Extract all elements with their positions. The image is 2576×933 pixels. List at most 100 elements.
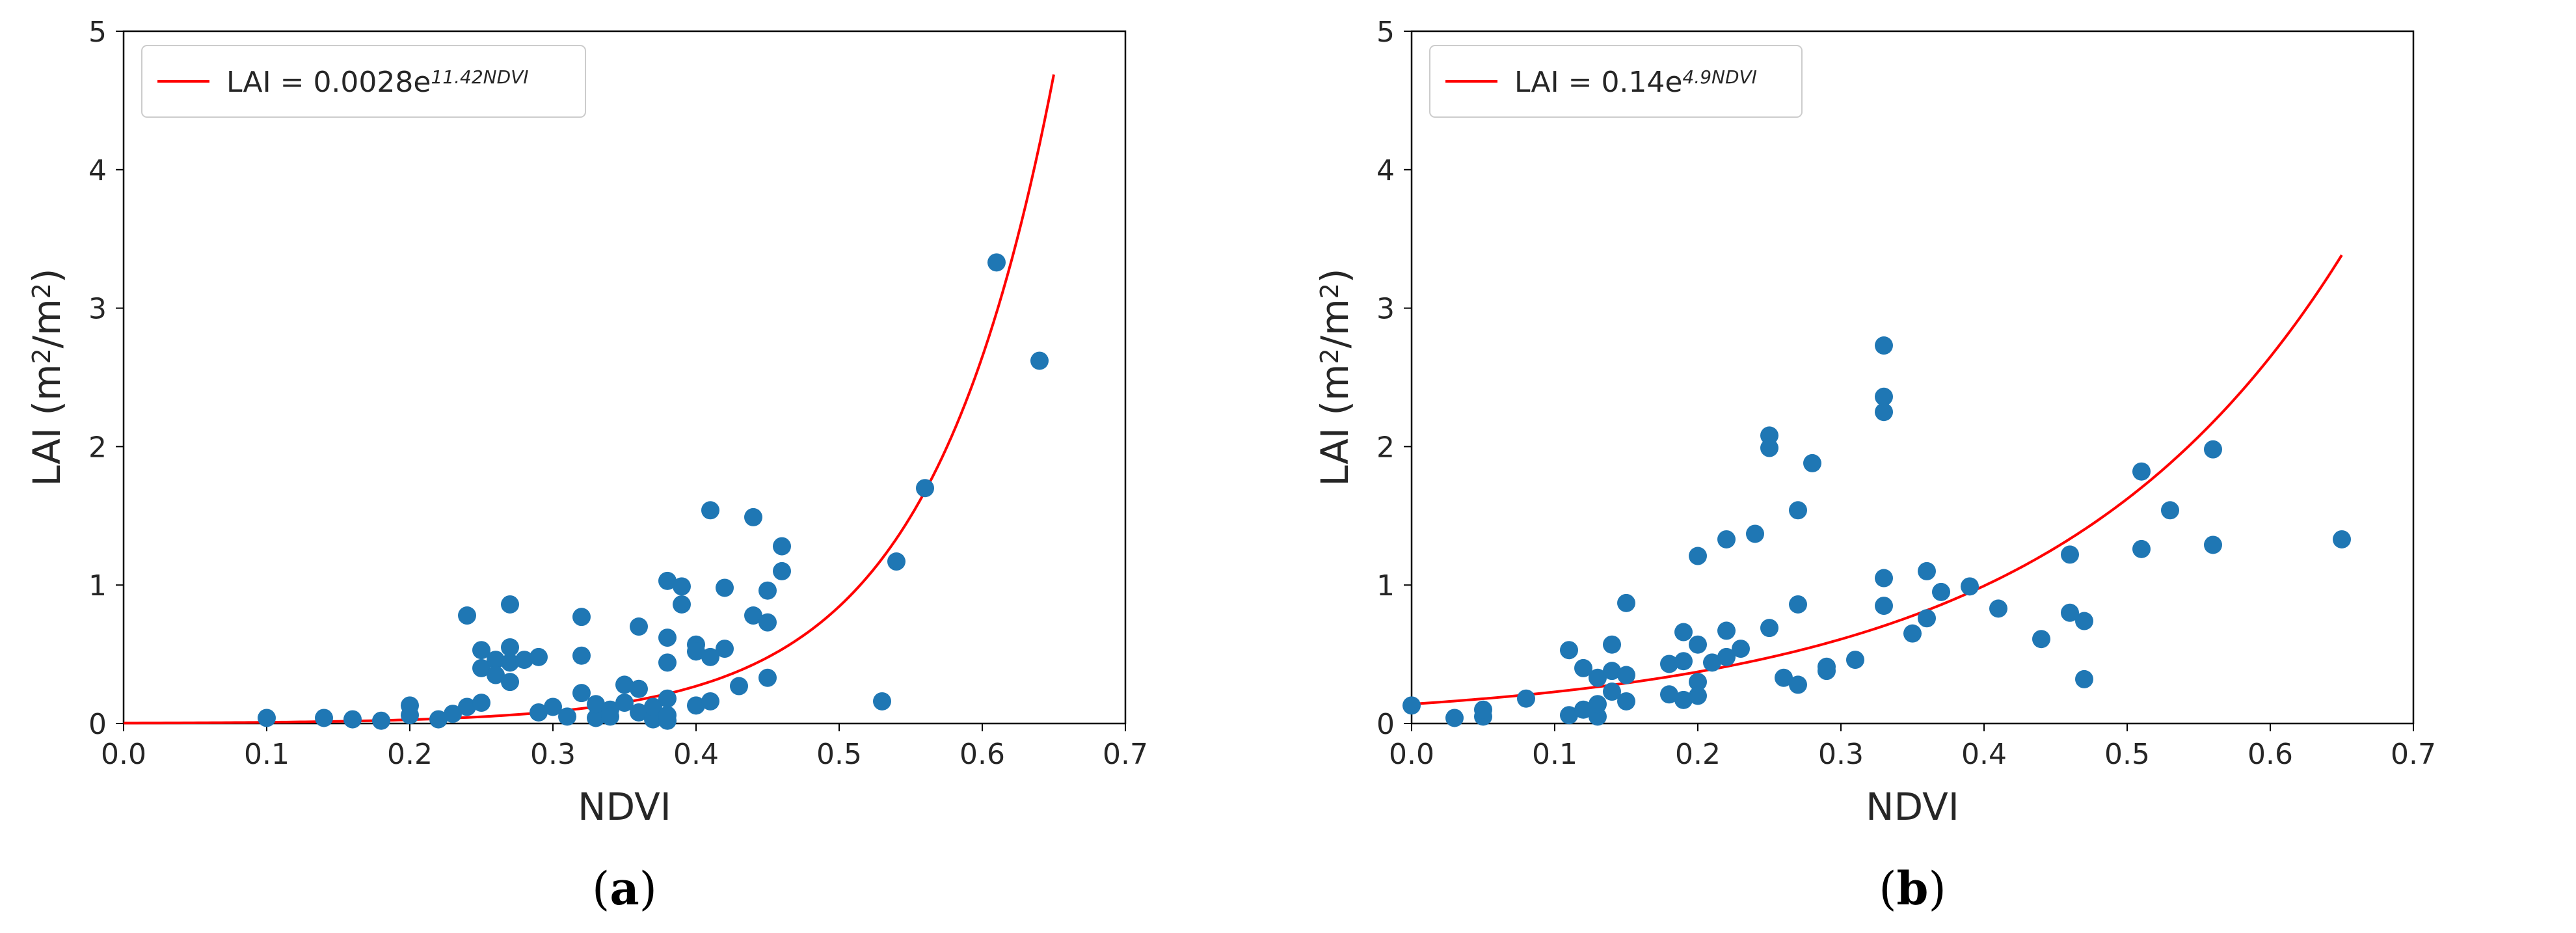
data-point xyxy=(1445,709,1464,727)
data-point xyxy=(773,537,791,556)
legend-equation: LAI = 0.0028e xyxy=(226,66,431,99)
x-tick-label: 0.1 xyxy=(244,738,289,771)
fit-curve xyxy=(1411,254,2343,706)
data-point xyxy=(1875,569,1893,588)
x-tick-label: 0.5 xyxy=(2104,738,2150,771)
x-tick-label: 0.4 xyxy=(673,738,719,771)
data-point xyxy=(1689,673,1707,692)
data-point xyxy=(429,710,448,729)
data-point xyxy=(1846,651,1864,669)
data-point xyxy=(1589,707,1607,726)
data-point xyxy=(1789,501,1807,520)
x-tick-label: 0.6 xyxy=(2247,738,2293,771)
data-point xyxy=(1760,439,1778,457)
data-point xyxy=(658,571,677,590)
y-tick-label: 5 xyxy=(1376,16,1395,49)
data-point xyxy=(530,703,548,722)
x-tick-label: 0.3 xyxy=(530,738,576,771)
fit-curve xyxy=(123,74,1055,725)
caption-paren: ( xyxy=(1879,862,1896,915)
data-point xyxy=(401,696,419,715)
data-point xyxy=(1674,690,1693,709)
x-tick-label: 0.7 xyxy=(1103,738,1148,771)
scatter-chart-a: 0.0 0.1 0.2 0.3 0.4 0.5 0.6 0.7 0 1 2 3 4 5 NDVI LAI (m… xyxy=(25,16,1148,915)
data-point xyxy=(1732,640,1750,658)
legend: LAI = 0.14e4.9NDVI xyxy=(1429,45,1803,118)
x-tick-label: 0.2 xyxy=(387,738,433,771)
data-point xyxy=(687,642,705,661)
data-point xyxy=(1660,685,1678,704)
data-point xyxy=(1789,675,1807,694)
y-tick-label: 3 xyxy=(1376,293,1395,326)
caption-paren: ) xyxy=(1928,862,1946,915)
data-point xyxy=(658,706,677,725)
y-tick-label: 4 xyxy=(88,154,107,187)
data-point xyxy=(1775,668,1793,687)
data-point xyxy=(2204,440,2222,459)
y-tick-label: 3 xyxy=(88,293,107,326)
data-point xyxy=(1875,336,1893,355)
y-axis-label-part: ) xyxy=(25,268,69,283)
x-axis-label: NDVI xyxy=(1866,785,1959,829)
data-point xyxy=(1961,577,1979,596)
data-point xyxy=(458,606,476,625)
data-point xyxy=(1760,619,1778,638)
data-point xyxy=(630,703,648,722)
y-axis-label-superscript: 2 xyxy=(27,348,56,364)
y-tick-label: 5 xyxy=(88,16,107,49)
y-axis-label-part: LAI (m xyxy=(1313,364,1357,487)
data-point xyxy=(2333,530,2351,548)
data-point xyxy=(1789,595,1807,614)
data-point xyxy=(1717,647,1736,666)
data-point xyxy=(1717,621,1736,640)
data-point xyxy=(501,673,519,692)
data-point xyxy=(2032,630,2050,649)
data-point xyxy=(1517,689,1535,708)
x-tick-label: 0.1 xyxy=(1532,738,1577,771)
y-tick-label: 0 xyxy=(88,708,107,741)
data-point xyxy=(501,638,519,656)
data-point xyxy=(730,677,748,696)
legend-exponent: 4.9NDVI xyxy=(1682,66,1756,88)
plot-frame xyxy=(122,30,1127,725)
data-point xyxy=(1402,696,1421,715)
data-point xyxy=(1818,662,1836,681)
data-point xyxy=(701,501,719,520)
data-point xyxy=(644,710,662,729)
data-point xyxy=(472,641,490,660)
data-point xyxy=(2204,535,2222,554)
x-tick-label: 0.2 xyxy=(1675,738,1721,771)
data-point xyxy=(1560,641,1578,660)
data-point xyxy=(1674,652,1693,671)
data-point xyxy=(487,651,505,669)
data-point xyxy=(658,629,677,647)
data-point xyxy=(1875,387,1893,406)
y-axis-label: LAI (m2/m2) xyxy=(25,268,69,486)
data-point xyxy=(1574,700,1592,719)
data-point xyxy=(716,578,734,597)
data-point xyxy=(1674,623,1693,642)
x-tick-label: 0.5 xyxy=(816,738,862,771)
data-point xyxy=(472,694,490,712)
data-point xyxy=(2061,545,2079,564)
data-point xyxy=(630,679,648,698)
x-axis-label: NDVI xyxy=(578,785,671,829)
data-point xyxy=(987,253,1006,272)
data-point xyxy=(1560,706,1578,725)
data-point xyxy=(1603,635,1621,654)
data-point xyxy=(587,709,605,727)
data-point xyxy=(2161,501,2179,520)
y-axis-label-part: /m xyxy=(25,299,69,348)
data-point xyxy=(343,710,362,729)
chart-panel-b: 0.0 0.1 0.2 0.3 0.4 0.5 0.6 0.7 0 1 2 3 4 5 NDVI LAI (m… xyxy=(1288,0,2576,933)
data-point xyxy=(315,709,333,727)
caption-paren: ( xyxy=(592,862,610,915)
data-point xyxy=(544,697,562,716)
data-point xyxy=(716,640,734,658)
y-tick-label: 1 xyxy=(1376,569,1395,602)
data-point xyxy=(2061,603,2079,622)
caption-paren: ) xyxy=(639,862,657,915)
data-point xyxy=(1760,426,1778,445)
legend-box xyxy=(1429,45,1803,118)
data-point xyxy=(1875,597,1893,615)
